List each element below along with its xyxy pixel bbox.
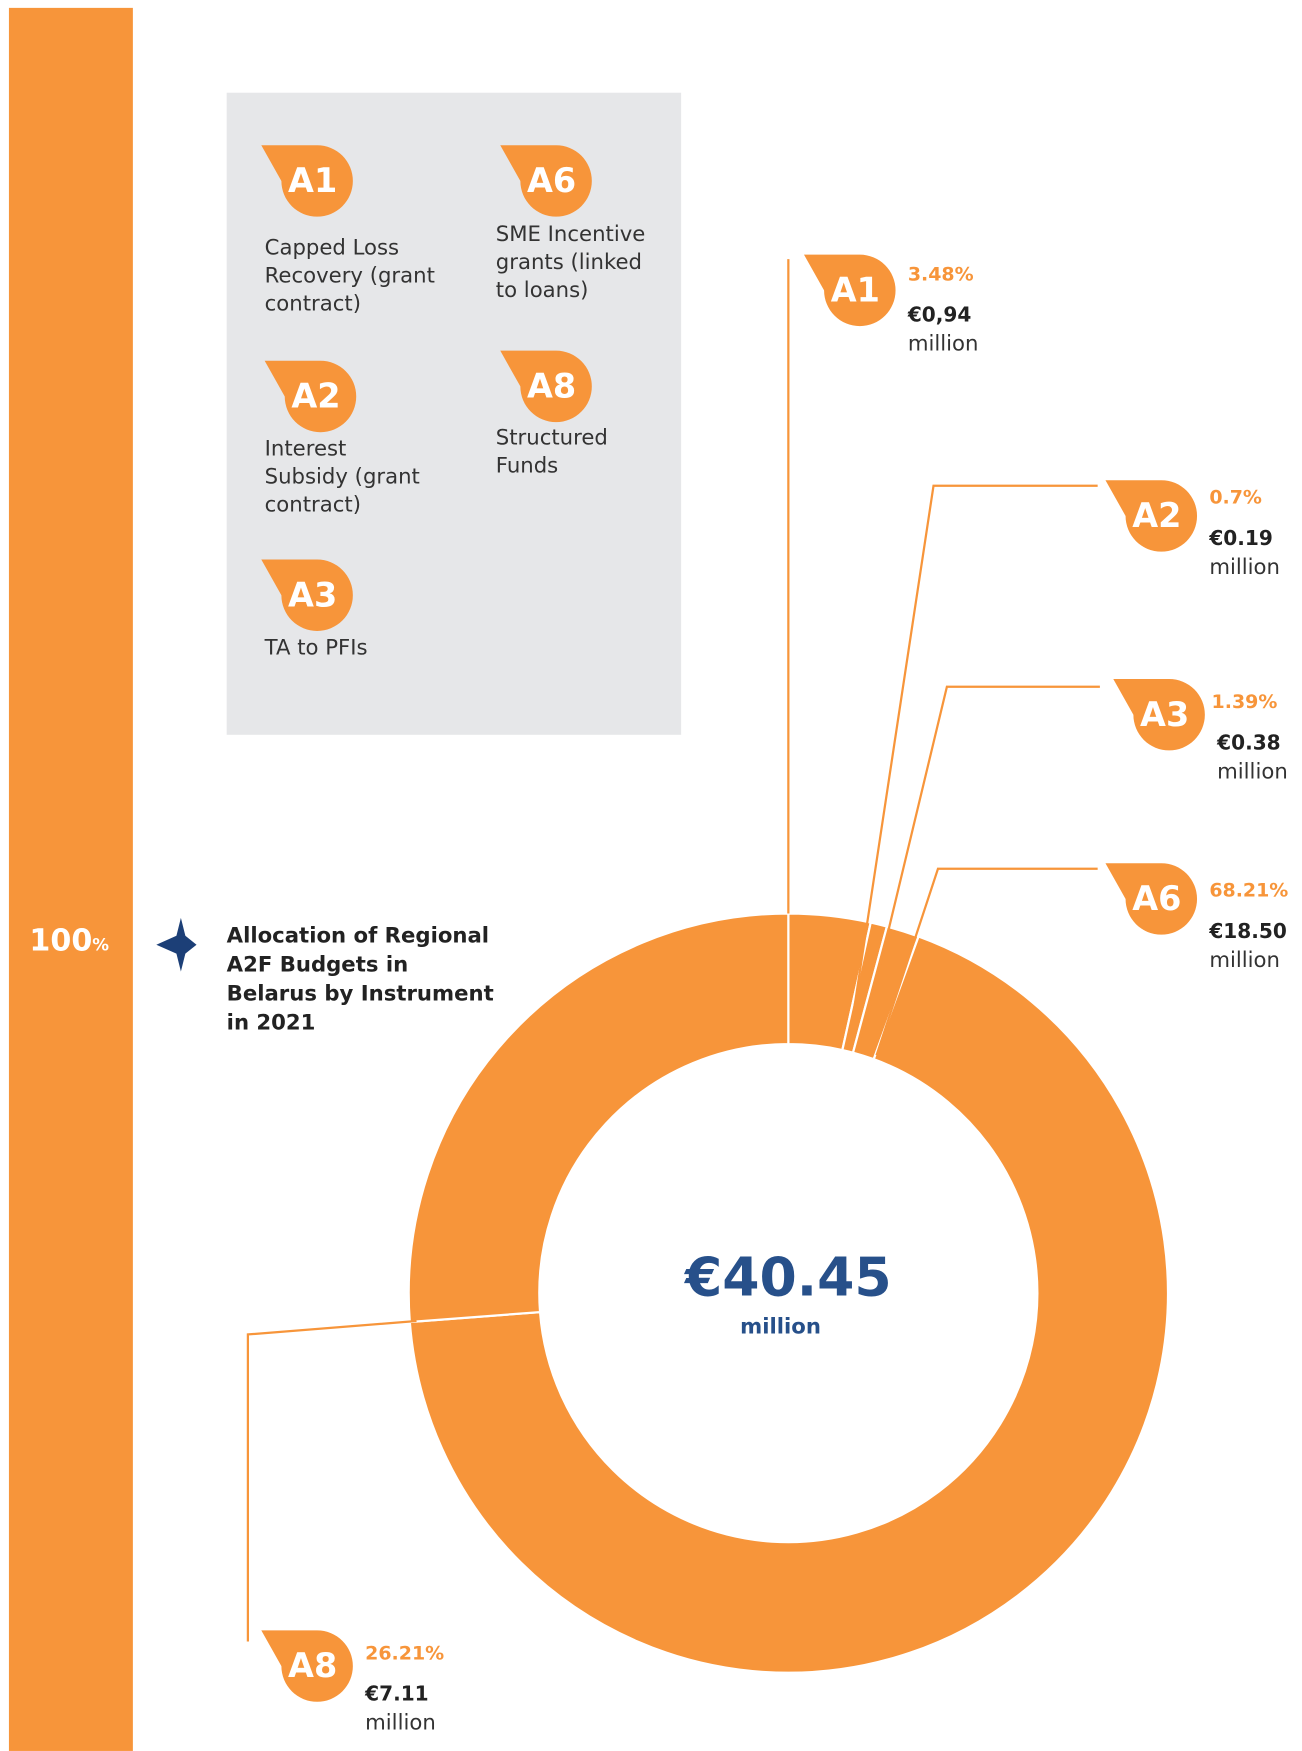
- leader-line: [847, 484, 1098, 1046]
- share-label: 100%: [29, 923, 109, 958]
- percent-label: 1.39%: [1212, 691, 1278, 713]
- badge-label: A1: [831, 271, 880, 310]
- percent-label: 26.21%: [365, 1642, 444, 1664]
- chart-title: A2F Budgets in: [227, 953, 409, 978]
- amount-label: €0.19: [1208, 526, 1273, 550]
- percent-label: 0.7%: [1209, 487, 1262, 509]
- legend-text: Structured: [496, 425, 608, 450]
- badge-label: A3: [288, 575, 337, 614]
- side-bar: [8, 7, 133, 1751]
- leader-line: [875, 867, 1098, 1056]
- total-unit: million: [740, 1314, 821, 1339]
- legend-text: grants (linked: [496, 250, 642, 275]
- arrow-icon: [156, 917, 197, 972]
- legend-text: Capped Loss: [265, 236, 399, 261]
- legend-text: Interest: [265, 437, 347, 462]
- legend-text: Recovery (grant: [265, 264, 435, 289]
- badge-label: A2: [1132, 496, 1181, 535]
- legend-text: Funds: [496, 453, 558, 478]
- badge: [803, 254, 896, 327]
- donut-segment: [407, 912, 790, 1324]
- badge: [1105, 863, 1198, 935]
- amount-label: €0,94: [907, 303, 972, 327]
- badge-label: A8: [288, 1646, 337, 1685]
- amount-label: €0.38: [1216, 730, 1281, 754]
- amount-label: €7.11: [364, 1682, 429, 1706]
- unit-label: million: [1217, 759, 1288, 784]
- unit-label: million: [365, 1711, 436, 1736]
- leader-line: [858, 685, 1100, 1050]
- badge: [500, 145, 592, 217]
- legend-text: contract): [265, 291, 361, 316]
- unit-label: million: [1209, 555, 1280, 580]
- unit-label: million: [1209, 948, 1280, 973]
- legend-text: TA to PFIs: [264, 635, 368, 660]
- badge-label: A2: [291, 377, 340, 416]
- unit-label: million: [908, 332, 979, 357]
- donut-segment: [408, 935, 1170, 1674]
- badge: [500, 350, 592, 423]
- badge: [1105, 480, 1198, 552]
- badge: [264, 360, 357, 433]
- legend-text: SME Incentive: [496, 222, 646, 247]
- percent-label: 68.21%: [1209, 880, 1288, 902]
- badge-label: A1: [288, 161, 337, 200]
- legend-text: to loans): [496, 278, 589, 303]
- leader-line: [246, 1319, 417, 1642]
- badge-label: A3: [1140, 695, 1189, 734]
- legend-text: contract): [265, 492, 361, 517]
- badge: [1113, 678, 1205, 751]
- badge-label: A8: [527, 367, 576, 406]
- chart-title: Allocation of Regional: [227, 923, 489, 948]
- badge-label: A6: [1132, 879, 1181, 918]
- badge: [261, 1630, 353, 1702]
- total-label: €40.45: [683, 1245, 892, 1308]
- badge: [261, 559, 353, 631]
- legend-text: Subsidy (grant: [265, 465, 420, 490]
- chart-title: in 2021: [227, 1011, 316, 1036]
- chart-title: Belarus by Instrument: [227, 982, 494, 1007]
- badge-label: A6: [527, 161, 576, 200]
- amount-label: €18.50: [1208, 919, 1287, 943]
- badge: [261, 145, 353, 217]
- percent-label: 3.48%: [908, 263, 974, 285]
